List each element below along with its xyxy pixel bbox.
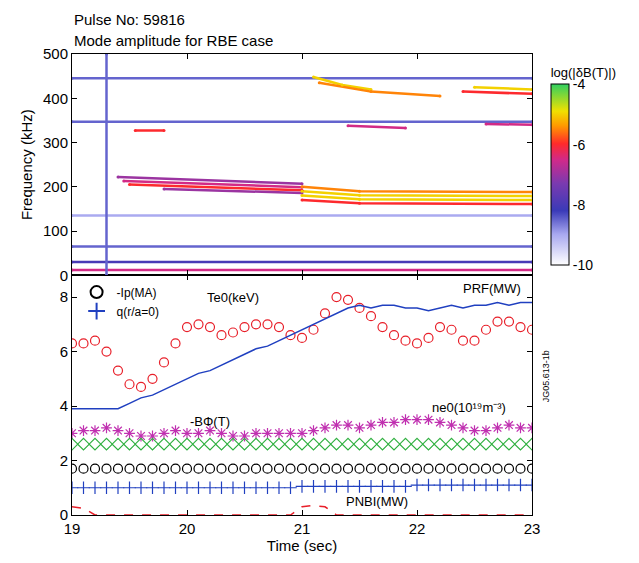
- svg-text:19: 19: [64, 520, 81, 537]
- svg-text:-4: -4: [573, 76, 586, 92]
- svg-text:Te0(keV): Te0(keV): [207, 290, 259, 305]
- svg-text:100: 100: [43, 222, 68, 239]
- svg-text:0: 0: [60, 506, 68, 523]
- svg-text:2: 2: [60, 452, 68, 469]
- svg-text:ne0(10¹⁹m⁻³): ne0(10¹⁹m⁻³): [432, 400, 506, 415]
- svg-text:q(r/a=0): q(r/a=0): [117, 305, 159, 319]
- svg-text:Mode amplitude for RBE case: Mode amplitude for RBE case: [74, 32, 273, 49]
- svg-text:6: 6: [60, 343, 68, 360]
- svg-text:-Ip(MA): -Ip(MA): [117, 286, 157, 300]
- svg-text:8: 8: [60, 288, 68, 305]
- svg-text:500: 500: [43, 45, 68, 62]
- svg-text:PRF(MW): PRF(MW): [463, 281, 521, 296]
- svg-text:-BΦ(T): -BΦ(T): [190, 414, 230, 429]
- svg-text:Time (sec): Time (sec): [267, 537, 337, 554]
- svg-text:400: 400: [43, 90, 68, 107]
- svg-text:Pulse No: 59816: Pulse No: 59816: [74, 11, 185, 28]
- svg-text:300: 300: [43, 134, 68, 151]
- svg-text:0: 0: [60, 267, 68, 284]
- svg-text:200: 200: [43, 178, 68, 195]
- svg-text:-10: -10: [573, 257, 593, 273]
- svg-text:log(|δB(T)|): log(|δB(T)|): [551, 65, 616, 80]
- svg-text:PNBI(MW): PNBI(MW): [346, 494, 408, 509]
- svg-text:20: 20: [179, 520, 196, 537]
- svg-text:4: 4: [60, 397, 68, 414]
- svg-text:22: 22: [409, 520, 426, 537]
- svg-text:21: 21: [294, 520, 311, 537]
- svg-text:-6: -6: [573, 137, 586, 153]
- svg-text:JG05.613-1b: JG05.613-1b: [541, 350, 551, 402]
- svg-text:-8: -8: [573, 197, 586, 213]
- svg-text:Frequency (kHz): Frequency (kHz): [18, 109, 35, 220]
- svg-text:23: 23: [524, 520, 541, 537]
